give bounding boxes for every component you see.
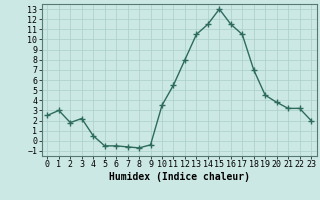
X-axis label: Humidex (Indice chaleur): Humidex (Indice chaleur) (109, 172, 250, 182)
